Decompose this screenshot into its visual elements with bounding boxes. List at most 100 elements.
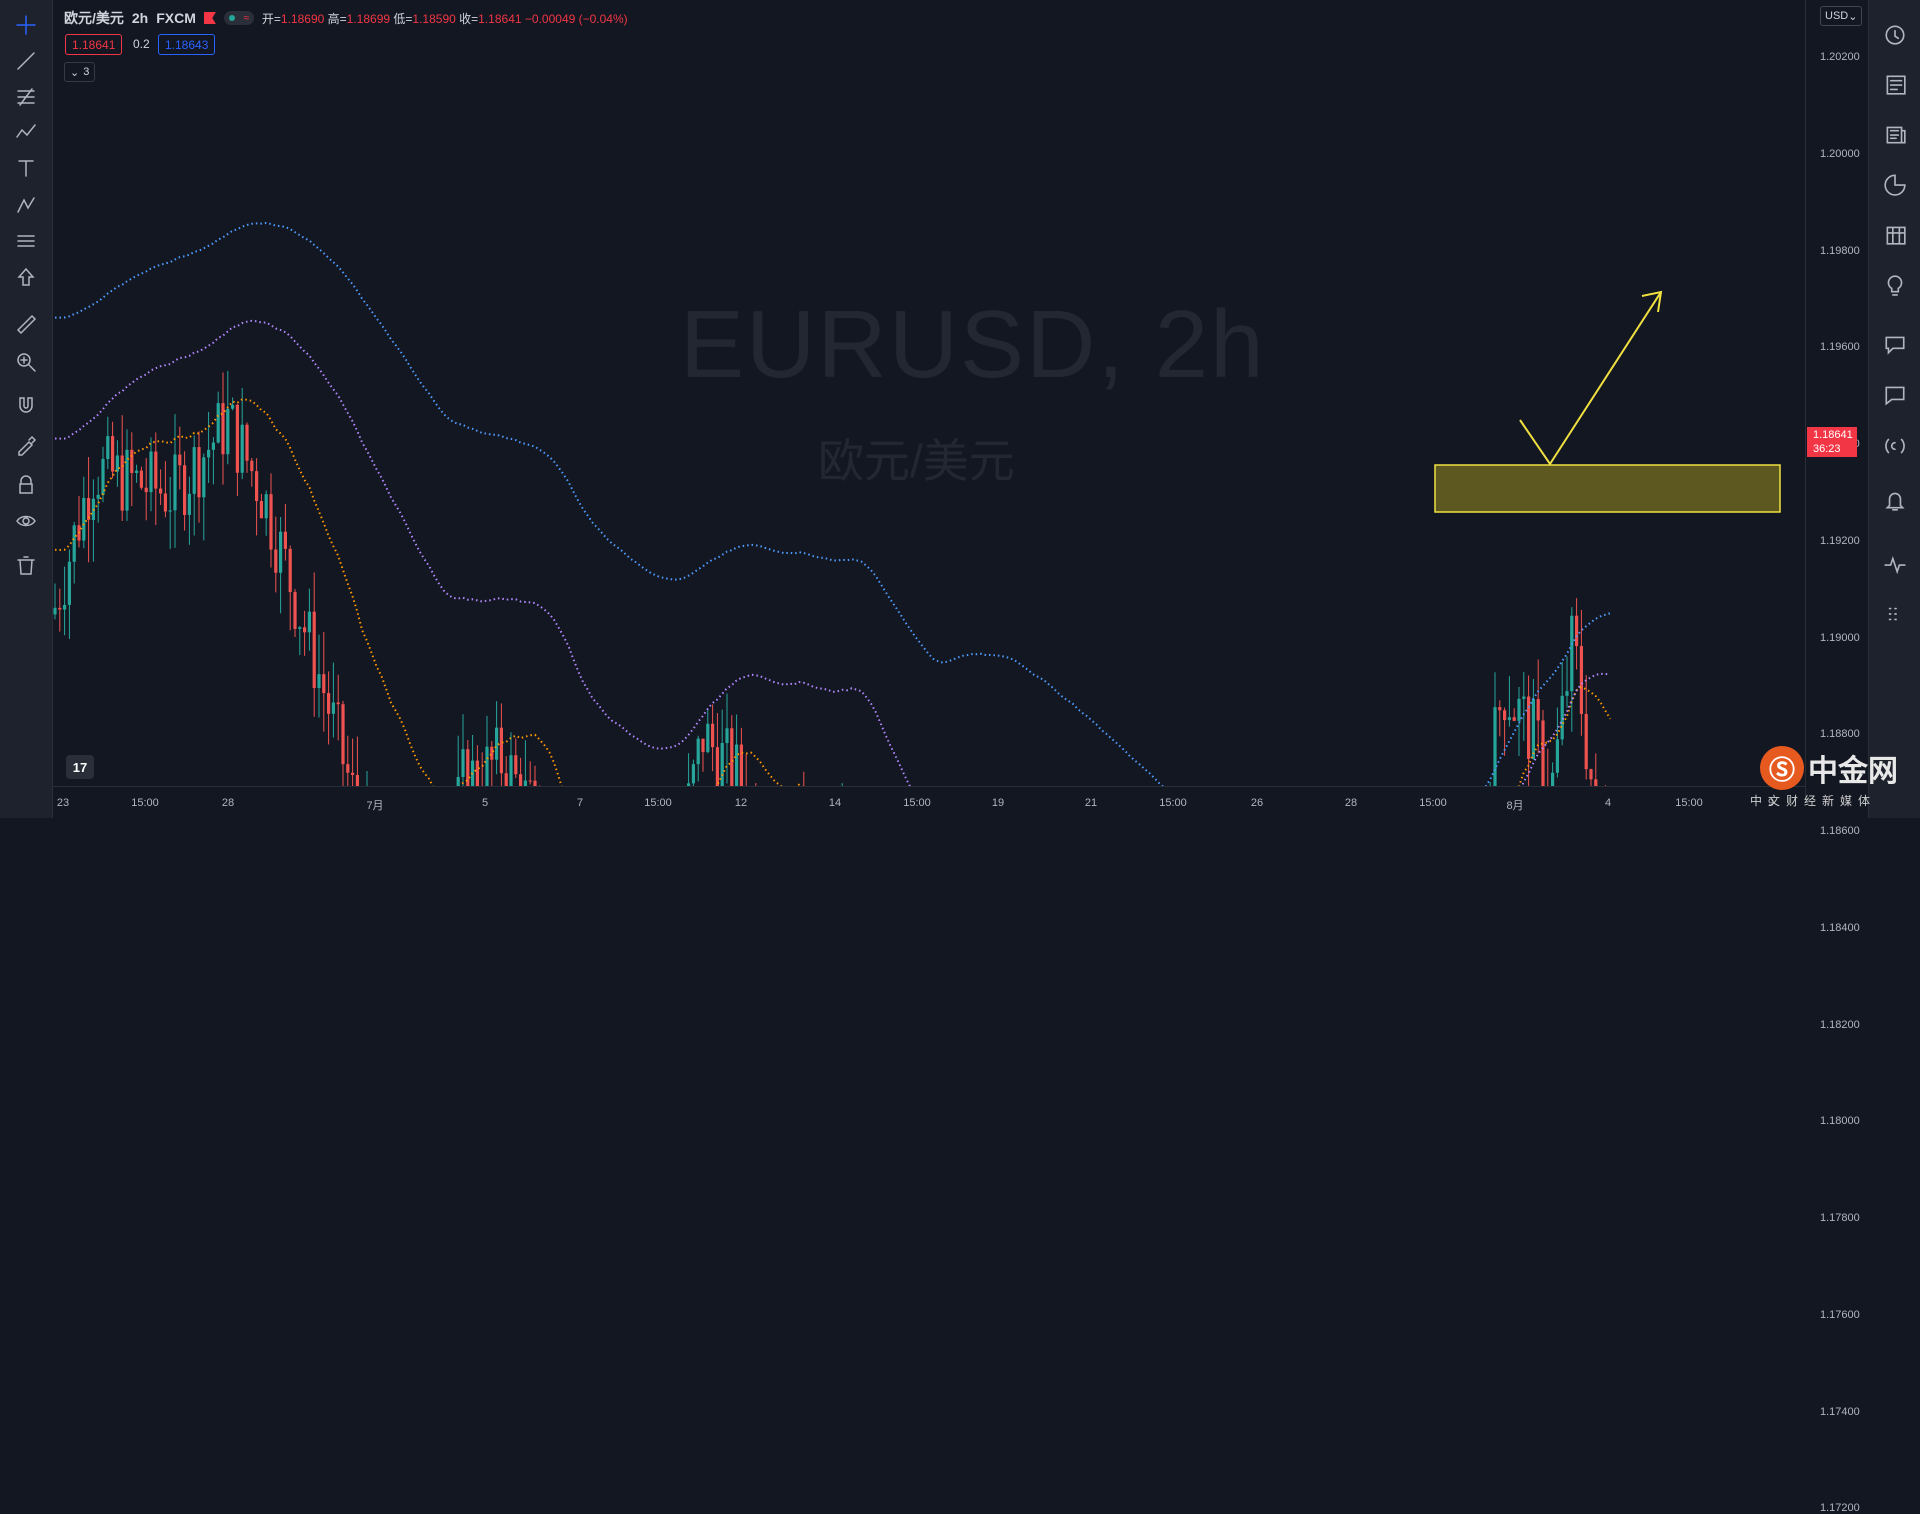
datagrid-icon[interactable] (1881, 220, 1909, 248)
sell-price-button[interactable]: 1.18641 (65, 34, 123, 55)
chat-icon[interactable] (1881, 330, 1909, 358)
pattern-icon[interactable] (13, 119, 39, 145)
currency-selector[interactable]: USD ⌄ (1820, 6, 1863, 26)
pulse-icon[interactable] (1881, 550, 1909, 578)
candle-body (82, 497, 86, 541)
flag-icon[interactable] (203, 12, 216, 24)
candle-body (235, 404, 239, 473)
brand-logo-icon: Ⓢ (1760, 746, 1804, 790)
ema-slow-line (55, 221, 1611, 786)
support-zone-rect[interactable] (1434, 464, 1781, 513)
signal-icon[interactable] (1881, 432, 1909, 460)
buy-price-button[interactable]: 1.18643 (158, 34, 216, 55)
lock-pen-icon[interactable] (13, 432, 39, 458)
ohlc-values: 开=1.18690 高=1.18699 低=1.18590 收=1.18641 … (261, 11, 628, 26)
low-value: 1.18590 (412, 11, 456, 26)
price-axis[interactable]: 1.202001.200001.198001.196001.194001.192… (1805, 0, 1870, 1514)
time-tick-label: 7月 (366, 800, 384, 812)
chevron-down-icon: ⌄ (70, 66, 80, 79)
high-value: 1.18699 (346, 11, 391, 26)
chart-pane[interactable] (53, 0, 1805, 818)
tradingview-logo[interactable]: 17 (66, 755, 94, 779)
candle-body (202, 457, 206, 498)
candle-body (101, 458, 105, 495)
candle-body (1579, 646, 1583, 714)
candle-body (720, 743, 724, 786)
candle-body (259, 501, 263, 519)
candle-body (168, 510, 172, 512)
news-icon[interactable] (1881, 120, 1909, 148)
arrow-up-icon[interactable] (13, 264, 39, 290)
candle-body (466, 749, 470, 786)
fib-icon[interactable] (13, 84, 39, 110)
dots-icon[interactable] (1881, 600, 1909, 628)
candle-body (53, 607, 57, 615)
alarm-icon[interactable] (1881, 20, 1909, 48)
time-tick-label: 15:00 (1675, 797, 1703, 809)
drawing-toolbar (0, 0, 53, 818)
candle-body (111, 436, 115, 472)
candle-body (701, 738, 705, 753)
time-tick-label: 21 (1084, 797, 1098, 809)
text-icon[interactable] (13, 155, 39, 181)
idea-icon[interactable] (1881, 270, 1909, 298)
crosshair-icon[interactable] (13, 12, 39, 38)
bell-icon[interactable] (1881, 486, 1909, 514)
magnet-icon[interactable] (13, 392, 39, 418)
candle-body (691, 764, 695, 784)
symbol-interval[interactable]: 2h (131, 10, 149, 26)
watchlist-icon[interactable] (1881, 70, 1909, 98)
price-tick-label: 1.19800 (1820, 244, 1860, 257)
candle-body (1517, 698, 1521, 721)
candle-body (514, 755, 518, 775)
lock-icon[interactable] (13, 472, 39, 498)
eye-icon[interactable] (13, 508, 39, 534)
candle-body (264, 494, 268, 519)
widget-toolbar (1868, 0, 1920, 818)
target-arrow-line[interactable] (1519, 291, 1662, 466)
candle-body (1536, 699, 1540, 721)
time-axis[interactable]: 23 15:00 28 7月 5 7 15:00 12 14 15:00 19 21 15:00 26 28… (53, 786, 1805, 819)
candle-body (197, 447, 201, 498)
ruler-icon[interactable] (13, 311, 39, 337)
candle-body (1594, 779, 1598, 786)
time-tick-label: 8月 (1506, 800, 1524, 812)
candle-body (106, 436, 110, 459)
price-tick-label: 1.19600 (1820, 341, 1860, 354)
spread-value: 0.2 (133, 36, 150, 51)
price-tick-label: 1.17600 (1820, 1308, 1860, 1321)
candle-body (461, 749, 465, 778)
candle-body (226, 408, 230, 455)
price-tick-label: 1.17400 (1820, 1405, 1860, 1418)
candle-body (504, 773, 508, 786)
candle-body (1527, 696, 1531, 759)
candle-body (499, 727, 503, 774)
zoom-icon[interactable] (13, 349, 39, 375)
calendar-icon[interactable] (1881, 170, 1909, 198)
candle-body (274, 549, 278, 573)
time-tick-label: 9 (1767, 797, 1775, 809)
trash-icon[interactable] (13, 552, 39, 578)
symbol-name[interactable]: 欧元/美元 (64, 10, 124, 26)
price-tick-label: 1.19200 (1820, 534, 1860, 547)
node-icon[interactable] (13, 192, 39, 218)
price-chart[interactable] (53, 0, 1805, 786)
measure-lines-icon[interactable] (13, 228, 39, 254)
indicators-toggle[interactable]: ⌄ 3 (64, 62, 96, 82)
candle-body (312, 611, 316, 688)
time-tick-label: 19 (991, 797, 1005, 809)
time-tick-label: 15:00 (131, 797, 159, 809)
candle-body (221, 403, 225, 455)
time-tick-label: 15:00 (644, 797, 672, 809)
candle-body (336, 702, 340, 705)
chat2-icon[interactable] (1881, 380, 1909, 408)
candle-body (120, 455, 124, 511)
candle-body (1555, 739, 1559, 773)
price-tick-label: 1.18200 (1820, 1018, 1860, 1031)
trendline-icon[interactable] (13, 48, 39, 74)
candle-body (322, 674, 326, 694)
candle-body (739, 744, 743, 786)
target-arrow-head (1641, 290, 1663, 313)
candle-body (1503, 710, 1507, 721)
market-status-icon[interactable]: ≈ (223, 11, 254, 25)
